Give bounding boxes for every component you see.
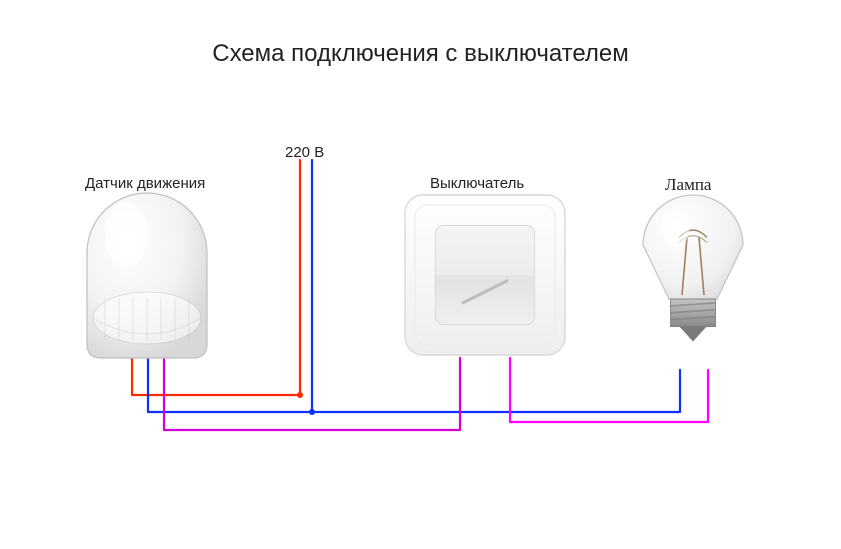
wiring-diagram (0, 0, 841, 549)
lamp-bulb-icon (643, 195, 743, 342)
wall-switch-icon (405, 195, 565, 355)
motion-sensor-icon (87, 193, 207, 358)
